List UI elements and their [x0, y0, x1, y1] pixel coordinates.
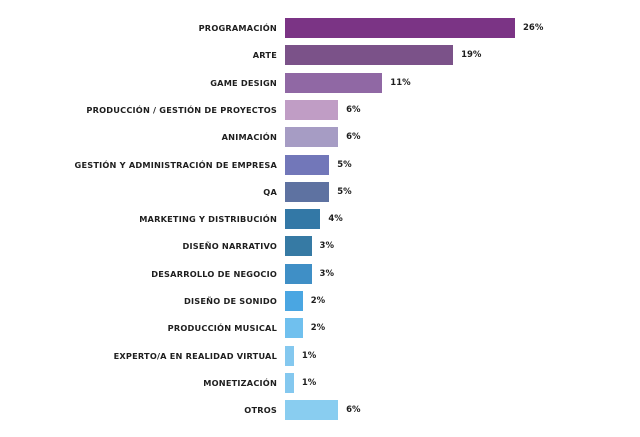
- bar: [285, 263, 312, 284]
- category-label: ARTE: [252, 50, 277, 61]
- category-label: PRODUCCIÓN / GESTIÓN DE PROYECTOS: [86, 104, 277, 115]
- category-label: DISEÑO DE SONIDO: [184, 296, 277, 306]
- category-label: MARKETING Y DISTRIBUCIÓN: [139, 214, 277, 225]
- value-label: 6%: [346, 132, 361, 143]
- bar-row: GAME DESIGN 11%: [0, 72, 640, 93]
- bar: [285, 181, 330, 202]
- value-label: 2%: [310, 323, 326, 334]
- bar: [285, 99, 339, 120]
- bar-row: PRODUCCIÓN / GESTIÓN DE PROYECTOS 6%: [0, 99, 640, 120]
- bar-row: OTROS 6%: [0, 400, 640, 421]
- bar-row: PROGRAMACIÓN 26%: [0, 18, 640, 38]
- bar: [285, 372, 294, 393]
- value-label: 2%: [310, 296, 326, 306]
- value-label: 1%: [301, 350, 317, 361]
- value-label: 5%: [337, 159, 352, 170]
- category-label: ANIMACIÓN: [221, 132, 277, 143]
- bar: [285, 72, 383, 93]
- value-label: 11%: [390, 77, 411, 88]
- category-label: GAME DESIGN: [210, 77, 277, 88]
- bar-row: ANIMACIÓN 6%: [0, 127, 640, 148]
- category-label: PROGRAMACIÓN: [198, 23, 277, 33]
- value-label: 4%: [328, 214, 343, 225]
- value-label: 6%: [346, 104, 361, 115]
- category-label: OTROS: [244, 405, 277, 416]
- category-label: MONETIZACIÓN: [203, 377, 277, 388]
- category-label: DESARROLLO DE NEGOCIO: [151, 268, 277, 279]
- category-label: PRODUCCIÓN MUSICAL: [167, 323, 277, 334]
- bar-row: DISEÑO NARRATIVO 3%: [0, 236, 640, 257]
- bar: [285, 400, 339, 421]
- bar: [285, 18, 515, 38]
- bar-row: PRODUCCIÓN MUSICAL 2%: [0, 318, 640, 339]
- category-label: QA: [263, 186, 277, 197]
- category-label: DISEÑO NARRATIVO: [182, 241, 277, 252]
- value-label: 19%: [461, 50, 482, 61]
- bar: [285, 154, 330, 175]
- bar: [285, 236, 312, 257]
- bar: [285, 127, 339, 148]
- value-label: 1%: [301, 377, 317, 388]
- bar-row: ARTE 19%: [0, 45, 640, 66]
- category-label: EXPERTO/A EN REALIDAD VIRTUAL: [113, 350, 277, 361]
- bar-row: DESARROLLO DE NEGOCIO 3%: [0, 263, 640, 284]
- category-label: GESTIÓN Y ADMINISTRACIÓN DE EMPRESA: [74, 159, 277, 170]
- bar-row: MONETIZACIÓN 1%: [0, 372, 640, 393]
- bar-row: QA 5%: [0, 181, 640, 202]
- value-label: 3%: [319, 268, 334, 279]
- bar-row: EXPERTO/A EN REALIDAD VIRTUAL 1%: [0, 345, 640, 366]
- bar-row: DISEÑO DE SONIDO 2%: [0, 291, 640, 311]
- value-label: 3%: [319, 241, 334, 252]
- bar-row: MARKETING Y DISTRIBUCIÓN 4%: [0, 209, 640, 230]
- bar: [285, 45, 454, 66]
- value-label: 6%: [346, 405, 361, 416]
- bar: [285, 318, 303, 339]
- value-label: 5%: [337, 186, 352, 197]
- bar-row: GESTIÓN Y ADMINISTRACIÓN DE EMPRESA 5%: [0, 154, 640, 175]
- bar: [285, 291, 303, 311]
- bar: [285, 209, 321, 230]
- bar: [285, 345, 294, 366]
- value-label: 26%: [523, 23, 544, 33]
